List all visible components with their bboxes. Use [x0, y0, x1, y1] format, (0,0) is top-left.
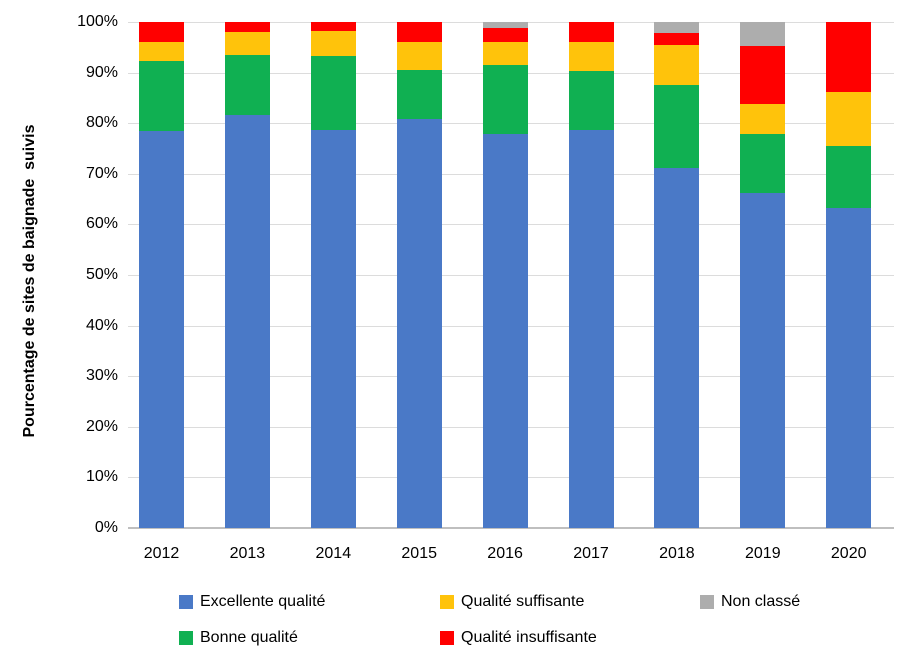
bar-2017 — [568, 22, 614, 528]
x-tick-label-2018: 2018 — [659, 545, 695, 562]
bar-segment-2015-bonne-qualit- — [396, 69, 442, 120]
y-tick-label-40: 40% — [85, 316, 118, 334]
bar-2016 — [482, 22, 528, 528]
legend-item-qualit-insuffisante: Qualité insuffisante — [440, 629, 597, 647]
bar-segment-2016-non-class- — [482, 22, 528, 28]
bar-segment-2019-qualit-insuffisante — [740, 45, 786, 104]
bar-segment-2014-qualit-suffisante — [310, 31, 356, 57]
bar-segment-2012-qualit-suffisante — [139, 42, 184, 61]
y-tick-label-0: 0% — [94, 519, 118, 536]
bar-segment-2016-qualit-suffisante — [482, 41, 528, 66]
bar-segment-2014-qualit-insuffisante — [310, 22, 356, 32]
bar-segment-2017-bonne-qualit- — [568, 70, 614, 131]
bar-segment-2018-excellente-qualit- — [654, 168, 700, 528]
bar-segment-2013-qualit-insuffisante — [224, 22, 270, 33]
bar-segment-2020-bonne-qualit- — [826, 145, 872, 208]
bar-2012 — [139, 22, 184, 528]
bar-segment-2018-bonne-qualit- — [654, 84, 700, 169]
x-tick-label-2020: 2020 — [830, 545, 867, 562]
legend-label: Excellente qualité — [200, 593, 326, 610]
bar-segment-2019-bonne-qualit- — [740, 133, 786, 194]
bar-segment-2012-bonne-qualit- — [139, 60, 184, 131]
bar-segment-2016-qualit-insuffisante — [482, 27, 528, 42]
x-tick-label-2017: 2017 — [573, 545, 609, 562]
bar-segment-2019-qualit-suffisante — [740, 103, 786, 134]
bar-segment-2017-qualit-suffisante — [568, 42, 614, 71]
y-tick-label-70: 70% — [85, 164, 118, 182]
bar-segment-2018-qualit-suffisante — [654, 45, 700, 85]
legend-label: Qualité suffisante — [461, 593, 585, 610]
x-tick-label-2014: 2014 — [315, 545, 352, 562]
legend-label: Non classé — [721, 593, 801, 610]
bar-2014 — [310, 22, 356, 528]
bar-segment-2015-qualit-suffisante — [396, 41, 442, 70]
x-tick-label-2019: 2019 — [745, 545, 781, 562]
legend-swatch — [700, 595, 714, 609]
y-tick-label-80: 80% — [85, 114, 118, 132]
legend-swatch — [440, 631, 454, 645]
y-tick-label-100: 100% — [77, 13, 118, 30]
bar-2015 — [396, 22, 442, 528]
y-tick-label-90: 90% — [85, 63, 118, 81]
y-tick-label-10: 10% — [85, 468, 118, 486]
y-tick-label-20: 20% — [85, 417, 118, 435]
legend-item-bonne-qualit-: Bonne qualité — [179, 629, 298, 647]
bar-segment-2020-excellente-qualit- — [826, 207, 872, 528]
bar-segment-2018-non-class- — [654, 22, 700, 33]
bar-segment-2017-qualit-insuffisante — [568, 22, 614, 43]
bar-segment-2018-qualit-insuffisante — [654, 32, 700, 46]
bar-segment-2012-excellente-qualit- — [139, 130, 184, 528]
legend-item-excellente-qualit-: Excellente qualité — [179, 593, 325, 611]
legend-swatch — [440, 595, 454, 609]
x-tick-label-2013: 2013 — [229, 545, 266, 562]
bar-segment-2016-bonne-qualit- — [482, 65, 528, 135]
legend-swatch — [179, 595, 193, 609]
legend-label: Qualité insuffisante — [461, 629, 597, 646]
bar-segment-2020-qualit-suffisante — [826, 91, 872, 146]
bar-segment-2016-excellente-qualit- — [482, 134, 528, 528]
bar-2018 — [654, 22, 700, 528]
bar-segment-2013-bonne-qualit- — [224, 54, 270, 116]
legend-item-qualit-suffisante: Qualité suffisante — [440, 593, 584, 611]
legend-label: Bonne qualité — [200, 629, 298, 646]
bar-2020 — [826, 22, 872, 528]
bar-segment-2012-qualit-insuffisante — [139, 22, 184, 43]
y-tick-label-50: 50% — [85, 266, 118, 283]
bar-2019 — [740, 22, 786, 528]
legend-swatch — [179, 631, 193, 645]
bar-segment-2013-qualit-suffisante — [224, 32, 270, 55]
bar-segment-2014-excellente-qualit- — [310, 129, 356, 528]
x-tick-label-2015: 2015 — [401, 545, 437, 562]
bar-segment-2019-non-class- — [740, 22, 786, 46]
bar-segment-2015-qualit-insuffisante — [396, 22, 442, 42]
bar-segment-2015-excellente-qualit- — [396, 119, 442, 528]
y-tick-label-30: 30% — [85, 367, 118, 385]
legend-item-non-class-: Non classé — [700, 593, 800, 611]
bar-segment-2020-qualit-insuffisante — [826, 22, 872, 92]
bar-2013 — [224, 22, 270, 528]
x-tick-label-2016: 2016 — [487, 545, 523, 562]
bar-segment-2013-excellente-qualit- — [224, 115, 270, 528]
x-axis-baseline — [128, 527, 894, 529]
bar-segment-2014-bonne-qualit- — [310, 56, 356, 130]
bar-segment-2019-excellente-qualit- — [740, 193, 786, 528]
x-tick-label-2012: 2012 — [143, 545, 180, 562]
y-tick-label-60: 60% — [85, 215, 118, 233]
bar-segment-2017-excellente-qualit- — [568, 130, 614, 528]
y-axis-title: Pourcentage de sites de baignade suivis — [21, 124, 38, 438]
